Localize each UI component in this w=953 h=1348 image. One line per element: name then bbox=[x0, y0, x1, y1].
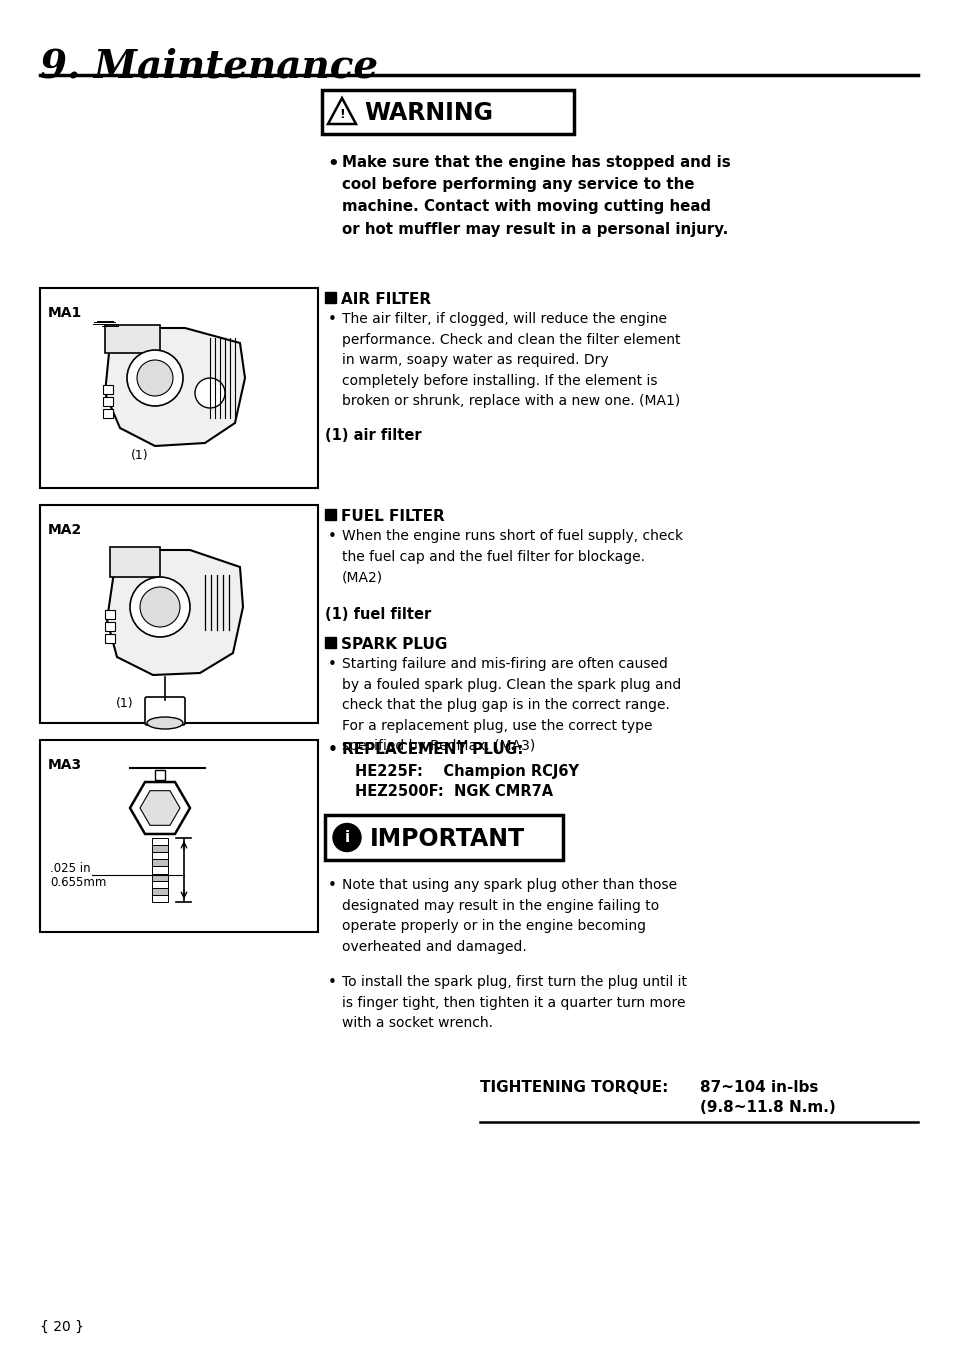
Circle shape bbox=[333, 824, 360, 852]
Bar bbox=[325, 293, 335, 303]
Text: To install the spark plug, first turn the plug until it
is finger tight, then ti: To install the spark plug, first turn th… bbox=[341, 975, 686, 1030]
Text: (1) air filter: (1) air filter bbox=[325, 429, 421, 443]
Ellipse shape bbox=[147, 717, 183, 729]
Text: !: ! bbox=[338, 108, 345, 121]
FancyBboxPatch shape bbox=[325, 816, 562, 860]
Bar bbox=[152, 888, 168, 895]
Text: FUEL FILTER: FUEL FILTER bbox=[340, 510, 444, 524]
FancyBboxPatch shape bbox=[40, 288, 317, 488]
Bar bbox=[152, 895, 168, 902]
FancyBboxPatch shape bbox=[145, 697, 185, 725]
FancyBboxPatch shape bbox=[40, 506, 317, 723]
Text: i: i bbox=[344, 830, 349, 845]
FancyBboxPatch shape bbox=[105, 325, 160, 353]
Bar bbox=[152, 845, 168, 852]
Circle shape bbox=[194, 377, 225, 408]
Bar bbox=[103, 398, 112, 406]
Bar bbox=[105, 611, 115, 619]
Bar bbox=[105, 621, 115, 631]
Text: REPLACEMENT PLUG:: REPLACEMENT PLUG: bbox=[341, 741, 523, 758]
Text: AIR FILTER: AIR FILTER bbox=[340, 293, 431, 307]
Polygon shape bbox=[328, 98, 355, 124]
FancyBboxPatch shape bbox=[40, 740, 317, 931]
Text: (1): (1) bbox=[132, 449, 149, 462]
Circle shape bbox=[130, 577, 190, 638]
Text: HE225F:    Champion RCJ6Y: HE225F: Champion RCJ6Y bbox=[355, 764, 578, 779]
Bar bbox=[152, 874, 168, 880]
Bar bbox=[105, 634, 115, 643]
Bar bbox=[154, 770, 165, 780]
Text: Make sure that the engine has stopped and is
cool before performing any service : Make sure that the engine has stopped an… bbox=[341, 155, 730, 237]
Circle shape bbox=[140, 586, 180, 627]
Text: (1) fuel filter: (1) fuel filter bbox=[325, 607, 431, 621]
Text: WARNING: WARNING bbox=[364, 101, 493, 125]
Bar bbox=[152, 852, 168, 859]
Text: Note that using any spark plug other than those
designated may result in the eng: Note that using any spark plug other tha… bbox=[341, 878, 677, 954]
Text: •: • bbox=[328, 311, 336, 328]
Polygon shape bbox=[105, 328, 245, 446]
Text: .025 in: .025 in bbox=[50, 861, 91, 875]
Text: MA1: MA1 bbox=[48, 306, 82, 319]
Text: IMPORTANT: IMPORTANT bbox=[370, 826, 524, 851]
Text: (9.8~11.8 N.m.): (9.8~11.8 N.m.) bbox=[700, 1100, 835, 1115]
Text: HEZ2500F:  NGK CMR7A: HEZ2500F: NGK CMR7A bbox=[355, 785, 553, 799]
FancyBboxPatch shape bbox=[322, 90, 574, 133]
Text: 9. Maintenance: 9. Maintenance bbox=[40, 49, 377, 86]
Polygon shape bbox=[107, 550, 243, 675]
Bar bbox=[103, 408, 112, 418]
Text: •: • bbox=[328, 878, 336, 892]
Text: MA3: MA3 bbox=[48, 758, 82, 772]
Text: •: • bbox=[327, 155, 338, 173]
Text: (1): (1) bbox=[116, 697, 133, 709]
Text: When the engine runs short of fuel supply, check
the fuel cap and the fuel filte: When the engine runs short of fuel suppl… bbox=[341, 528, 682, 584]
Bar bbox=[325, 638, 335, 648]
Bar bbox=[152, 867, 168, 874]
Text: MA2: MA2 bbox=[48, 523, 82, 537]
Circle shape bbox=[127, 350, 183, 406]
Polygon shape bbox=[140, 791, 180, 825]
Text: SPARK PLUG: SPARK PLUG bbox=[340, 638, 447, 652]
Bar bbox=[103, 386, 112, 394]
Text: •: • bbox=[328, 975, 336, 989]
Bar bbox=[152, 880, 168, 888]
Text: 0.655mm: 0.655mm bbox=[50, 875, 107, 888]
Text: •: • bbox=[328, 528, 336, 545]
Text: TIGHTENING TORQUE:: TIGHTENING TORQUE: bbox=[479, 1080, 668, 1095]
Text: •: • bbox=[328, 656, 336, 673]
Text: Starting failure and mis-firing are often caused
by a fouled spark plug. Clean t: Starting failure and mis-firing are ofte… bbox=[341, 656, 680, 754]
FancyBboxPatch shape bbox=[110, 547, 160, 577]
Text: 87~104 in-lbs: 87~104 in-lbs bbox=[700, 1080, 818, 1095]
Bar bbox=[152, 859, 168, 867]
Text: The air filter, if clogged, will reduce the engine
performance. Check and clean : The air filter, if clogged, will reduce … bbox=[341, 311, 679, 408]
Bar bbox=[325, 510, 335, 520]
Circle shape bbox=[137, 360, 172, 396]
Text: { 20 }: { 20 } bbox=[40, 1320, 84, 1335]
Bar bbox=[152, 838, 168, 845]
Polygon shape bbox=[130, 782, 190, 834]
Text: •: • bbox=[328, 741, 337, 758]
